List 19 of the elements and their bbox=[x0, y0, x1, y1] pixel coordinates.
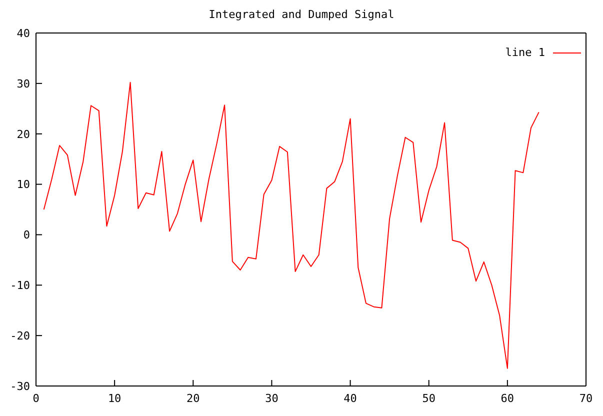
x-tick-label: 70 bbox=[579, 392, 593, 405]
x-tick-label: 30 bbox=[265, 392, 278, 405]
y-tick-label: -10 bbox=[10, 279, 30, 292]
legend-label: line 1 bbox=[505, 46, 545, 59]
y-tick-label: 40 bbox=[16, 26, 30, 40]
line-series bbox=[43, 82, 540, 369]
y-tick-label: -30 bbox=[10, 380, 30, 393]
x-tick-label: 40 bbox=[344, 392, 357, 405]
chart-title: Integrated and Dumped Signal bbox=[208, 8, 396, 21]
y-tick-label: 10 bbox=[16, 178, 30, 192]
y-tick-label: 20 bbox=[16, 128, 30, 141]
x-tick-label: 50 bbox=[422, 392, 436, 405]
y-tick-label: 0 bbox=[23, 228, 30, 242]
x-tick-label: 20 bbox=[186, 392, 200, 405]
y-tick-label: 30 bbox=[16, 77, 30, 90]
x-tick-label: 0 bbox=[32, 392, 40, 405]
x-tick-label: 60 bbox=[500, 392, 514, 405]
y-tick-label: -20 bbox=[10, 329, 30, 342]
x-tick-label: 10 bbox=[108, 392, 122, 405]
